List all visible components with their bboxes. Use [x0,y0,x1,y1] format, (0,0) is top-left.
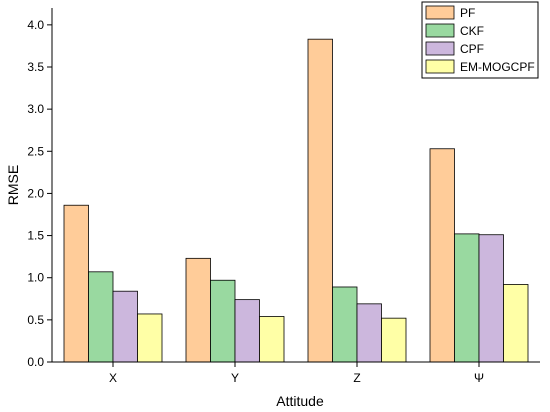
x-axis-title: Attitude [276,393,324,409]
bar-pf-3 [307,38,333,363]
bar-em-mogcpf-1 [137,313,163,363]
bar-cpf-2 [234,299,260,363]
legend: PF CKF CPF EM-MOGCPF [421,1,539,79]
y-tick-label: 2.0 [27,186,44,200]
y-axis-title: RMSE [5,165,21,205]
y-tick-label: 0.0 [27,355,44,369]
legend-swatch-cpf [425,41,455,56]
x-tick-label: Y [231,371,239,385]
y-tick-label: 3.0 [27,102,44,116]
bar-em-mogcpf-3 [381,317,407,363]
bar-em-mogcpf-4 [503,284,529,363]
y-ticks: 0.0 0.5 1.0 1.5 2.0 2.5 3.0 3.5 4.0 [27,18,52,369]
y-tick-label: 4.0 [27,18,44,32]
x-tick-label: X [109,371,117,385]
legend-label-pf: PF [460,6,475,20]
y-tick-label: 1.5 [27,229,44,243]
bar-cpf-3 [356,303,382,363]
y-tick-label: 0.5 [27,313,44,327]
bar-ckf-3 [332,286,358,363]
legend-label-cpf: CPF [460,42,484,56]
legend-swatch-pf [425,5,455,20]
y-tick-label: 2.5 [27,144,44,158]
x-tick-label: Z [353,371,360,385]
bar-pf-2 [185,257,211,363]
x-tick-label: Ψ [474,371,484,385]
legend-swatch-em-mogcpf [425,59,455,74]
legend-label-em-mogcpf: EM-MOGCPF [460,60,535,74]
legend-swatch-ckf [425,23,455,38]
bars-group [63,38,529,363]
bar-ckf-2 [210,279,236,363]
bar-cpf-4 [478,234,504,363]
y-tick-label: 3.5 [27,60,44,74]
bar-pf-1 [63,204,89,363]
y-tick-label: 1.0 [27,271,44,285]
bar-ckf-4 [454,233,480,363]
bar-ckf-1 [88,271,114,363]
bar-cpf-1 [112,290,138,363]
bar-pf-4 [429,148,455,363]
legend-label-ckf: CKF [460,24,484,38]
bar-em-mogcpf-2 [259,316,285,363]
